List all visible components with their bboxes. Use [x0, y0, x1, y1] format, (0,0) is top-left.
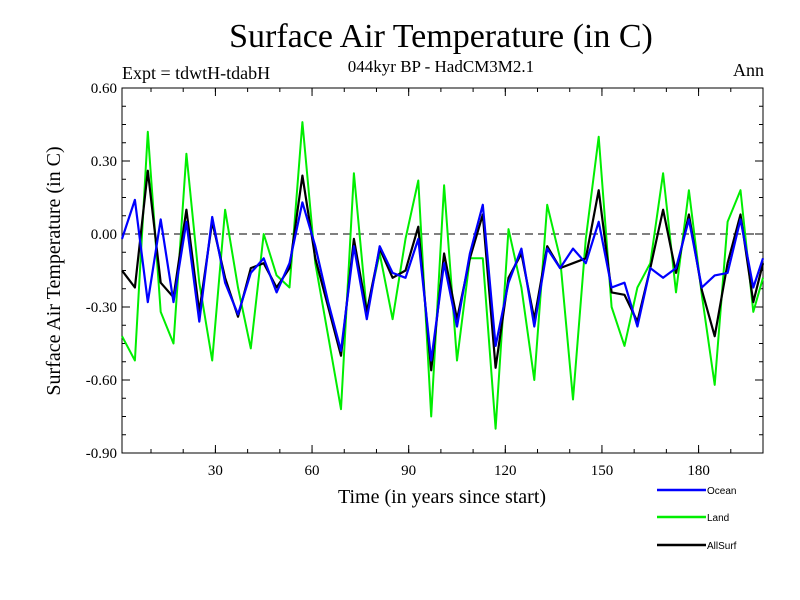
legend-label-land: Land [707, 513, 729, 524]
x-tick-label: 30 [208, 463, 223, 479]
series-line-land [121, 121, 764, 430]
x-tick-label: 90 [401, 463, 416, 479]
legend-label-allsurf: AllSurf [707, 541, 737, 552]
x-tick-label: 60 [305, 463, 320, 479]
chart-subtitle: 044kyr BP - HadCM3M2.1 [348, 57, 534, 76]
y-tick-label: 0.60 [91, 81, 117, 97]
y-tick-label: 0.30 [91, 154, 117, 170]
x-tick-label: 120 [494, 463, 517, 479]
y-axis: -0.90 -0.60 -0.30 0.00 0.30 0.60 [86, 81, 763, 462]
series-lines [120, 121, 765, 430]
x-axis-label: Time (in years since start) [338, 486, 546, 508]
y-tick-label: -0.30 [86, 300, 117, 316]
y-tick-label: 0.00 [91, 227, 117, 243]
legend-label-ocean: Ocean [707, 486, 736, 497]
legend: Ocean Land AllSurf [657, 486, 737, 552]
series-line-ocean [120, 198, 765, 362]
chart-title: Surface Air Temperature (in C) [229, 18, 653, 55]
x-axis: 30 60 90 120 150 180 [150, 88, 764, 479]
x-tick-label: 150 [591, 463, 614, 479]
y-tick-label: -0.90 [86, 446, 117, 462]
expt-label: Expt = tdwtH-tdabH [122, 63, 270, 83]
y-axis-label: Surface Air Temperature (in C) [43, 146, 65, 395]
period-label: Ann [733, 60, 764, 80]
y-tick-label: -0.60 [86, 373, 117, 389]
x-tick-label: 180 [687, 463, 710, 479]
